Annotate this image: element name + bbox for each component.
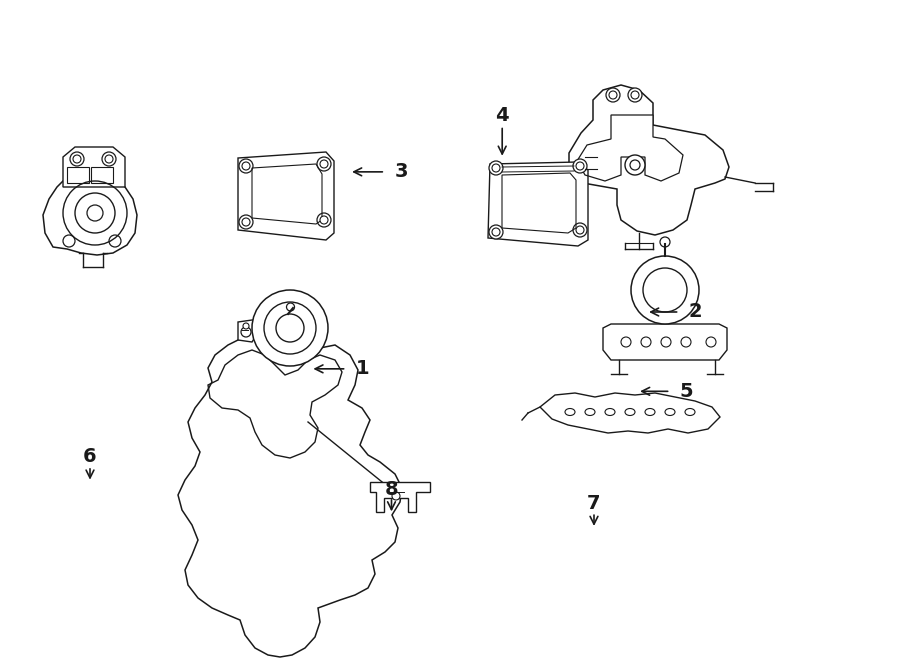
Circle shape <box>630 160 640 170</box>
Circle shape <box>631 256 699 324</box>
Circle shape <box>320 160 328 168</box>
Ellipse shape <box>685 408 695 416</box>
Circle shape <box>242 162 250 170</box>
Circle shape <box>70 152 84 166</box>
Circle shape <box>239 159 253 173</box>
Polygon shape <box>43 171 137 255</box>
Circle shape <box>63 235 75 247</box>
Circle shape <box>661 337 671 347</box>
Ellipse shape <box>565 408 575 416</box>
Circle shape <box>320 216 328 224</box>
Circle shape <box>286 303 294 311</box>
Circle shape <box>102 152 116 166</box>
Circle shape <box>264 302 316 354</box>
Circle shape <box>317 157 331 171</box>
Polygon shape <box>178 338 402 657</box>
Text: 4: 4 <box>495 106 509 125</box>
Circle shape <box>241 327 251 337</box>
Circle shape <box>628 88 642 102</box>
Circle shape <box>576 226 584 234</box>
Polygon shape <box>577 115 683 181</box>
Circle shape <box>317 213 331 227</box>
Circle shape <box>641 337 651 347</box>
Circle shape <box>621 337 631 347</box>
Circle shape <box>573 223 587 237</box>
Circle shape <box>573 159 587 173</box>
Text: 5: 5 <box>680 382 693 401</box>
Ellipse shape <box>645 408 655 416</box>
Polygon shape <box>208 350 342 458</box>
Polygon shape <box>488 162 588 246</box>
Polygon shape <box>540 393 720 433</box>
Circle shape <box>75 193 115 233</box>
Circle shape <box>492 164 500 172</box>
Circle shape <box>105 155 113 163</box>
Text: 7: 7 <box>587 494 601 513</box>
Polygon shape <box>238 152 334 240</box>
Circle shape <box>392 492 400 500</box>
Circle shape <box>276 314 304 342</box>
Circle shape <box>609 91 617 99</box>
Circle shape <box>63 181 127 245</box>
Text: 1: 1 <box>356 360 369 378</box>
Circle shape <box>252 290 328 366</box>
Circle shape <box>660 237 670 247</box>
Circle shape <box>489 225 503 239</box>
Ellipse shape <box>665 408 675 416</box>
Circle shape <box>73 155 81 163</box>
Polygon shape <box>569 85 729 235</box>
Polygon shape <box>370 482 430 512</box>
Ellipse shape <box>585 408 595 416</box>
Text: 2: 2 <box>688 303 702 321</box>
Polygon shape <box>603 324 727 360</box>
Circle shape <box>239 215 253 229</box>
Circle shape <box>606 88 620 102</box>
Ellipse shape <box>625 408 635 416</box>
Text: 6: 6 <box>83 447 97 465</box>
Circle shape <box>681 337 691 347</box>
Text: 3: 3 <box>394 163 408 181</box>
Circle shape <box>643 268 687 312</box>
Polygon shape <box>238 320 266 342</box>
Circle shape <box>242 218 250 226</box>
Text: 8: 8 <box>384 480 399 498</box>
Circle shape <box>576 162 584 170</box>
Circle shape <box>631 91 639 99</box>
Circle shape <box>109 235 121 247</box>
Ellipse shape <box>605 408 615 416</box>
Circle shape <box>625 155 645 175</box>
Circle shape <box>489 161 503 175</box>
Circle shape <box>87 205 103 221</box>
Circle shape <box>706 337 716 347</box>
Circle shape <box>492 228 500 236</box>
Polygon shape <box>63 147 125 187</box>
Circle shape <box>243 323 249 329</box>
